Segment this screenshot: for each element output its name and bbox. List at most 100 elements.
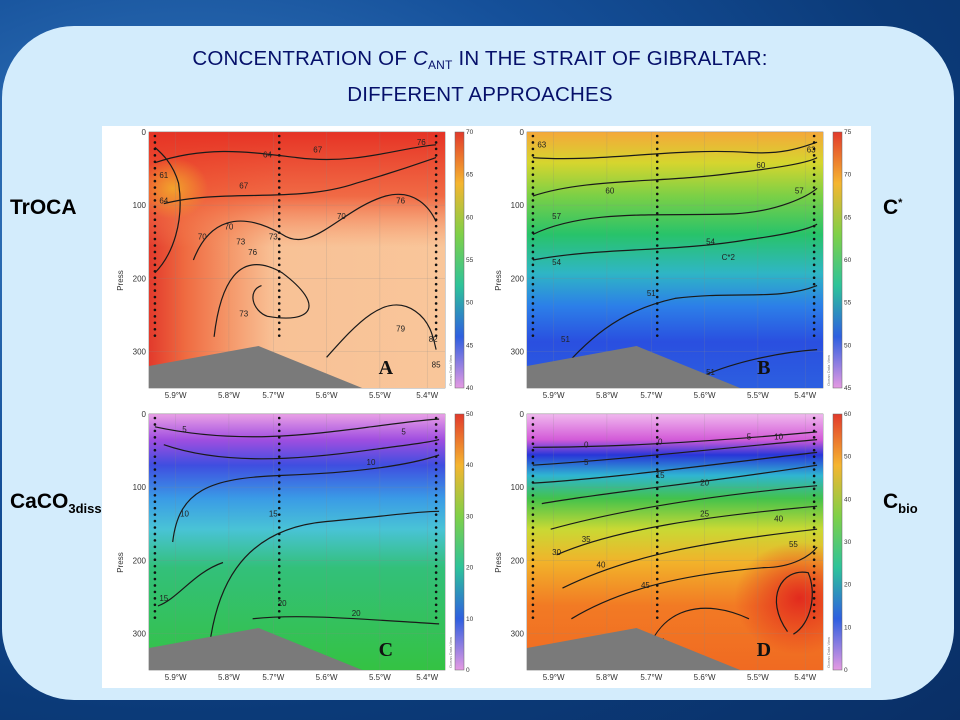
station-dot [531,205,535,209]
station-dot [531,327,535,331]
station-dot [434,205,438,209]
x-tick-label: 5.6°W [316,391,338,400]
colorbar-tick-label: 0 [466,667,470,674]
station-dot [531,545,535,549]
station-dot [153,218,157,222]
station-dot [153,302,157,305]
station-dot [812,244,816,247]
station-dot [277,257,281,260]
station-dot [655,487,659,491]
station-dot [434,141,438,144]
station-dot [153,173,157,176]
station-dot [812,179,816,183]
station-dot [531,584,535,587]
station-dot [812,416,816,420]
station-dot [277,526,281,529]
station-dot [812,218,816,222]
contour-line [532,223,818,261]
contour-label: 60 [605,186,614,195]
contour-line [213,264,310,337]
station-dot [434,192,438,196]
station-dot [434,442,438,446]
station-dot [812,250,816,254]
station-dot [277,334,281,337]
station-dot [434,289,438,292]
station-dot [153,474,157,478]
label-caco3-main: CaCO [10,490,69,513]
station-dot [812,558,816,562]
station-dot [434,218,438,222]
station-dot [153,166,157,170]
station-dot [812,334,816,337]
station-dot [655,224,659,228]
station-dot [277,429,281,433]
contour-label: 73 [236,238,245,247]
contour-label: 20 [278,599,287,608]
station-dot [812,289,816,292]
station-dot [531,154,535,157]
contour-label: 10 [774,433,783,442]
station-dot [812,481,816,484]
station-dot [655,154,659,157]
station-dot [812,513,816,516]
station-dot [153,199,157,202]
station-dot [153,295,157,299]
station-dot [277,616,281,619]
label-cstar: C* [883,196,902,220]
y-tick-label: 200 [133,556,147,565]
station-dot [153,263,157,267]
station-dot [277,545,281,549]
station-dot [153,551,157,555]
station-dot [153,211,157,215]
station-dot [153,154,157,157]
station-dot [531,302,535,305]
contour-label: 70 [198,233,207,242]
station-dot [531,436,535,439]
colorbar-caption: Ocean Data View [448,637,453,668]
station-dot [277,551,281,555]
station-dot [655,545,659,549]
station-dot [434,321,438,325]
station-dot [812,461,816,465]
contour-line [172,454,440,543]
station-dot [434,269,438,273]
annotation-label: C*2 [722,253,736,262]
station-dot [812,295,816,299]
station-dot [531,539,535,542]
x-tick-label: 5.7°W [262,673,284,682]
station-dot [531,218,535,222]
station-dot [277,224,281,228]
title-text-part1: CONCENTRATION OF [192,47,413,70]
station-dot [434,474,438,478]
station-dot [277,179,281,183]
station-dot [531,597,535,600]
station-dot [434,500,438,504]
station-dot [655,519,659,523]
panel-label: B [757,357,770,379]
station-dot [655,282,659,286]
x-tick-label: 5.8°W [218,673,240,682]
station-dot [655,173,659,176]
station-dot [153,493,157,497]
station-dot [531,500,535,504]
station-dot [531,442,535,446]
contour-label: 60 [756,161,765,170]
station-dot [655,603,659,607]
station-dot [531,250,535,254]
station-dot [434,263,438,267]
station-dot [277,577,281,581]
station-dot [153,205,157,209]
station-dot [434,302,438,305]
colorbar-tick-label: 60 [844,257,852,264]
station-dot [655,269,659,273]
station-dot [153,609,157,613]
y-tick-label: 0 [142,410,147,419]
title-cant-subscript: ANT [427,58,453,72]
station-dot [434,416,438,420]
y-axis-label: Press [494,552,503,572]
station-dot [655,218,659,222]
station-dot [655,257,659,260]
station-dot [153,134,157,138]
station-dot [153,269,157,273]
station-dot [153,558,157,562]
